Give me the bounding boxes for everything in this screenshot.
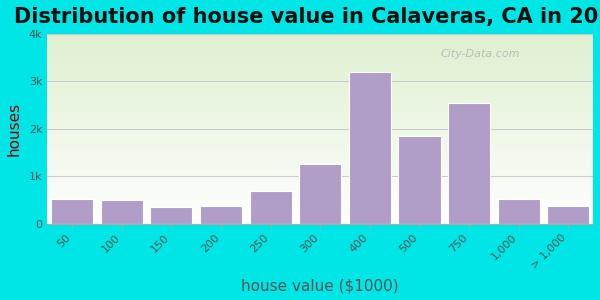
Bar — [151, 207, 193, 224]
Bar — [547, 206, 589, 224]
X-axis label: house value ($1000): house value ($1000) — [241, 278, 399, 293]
Text: City-Data.com: City-Data.com — [440, 49, 520, 59]
Bar — [398, 136, 440, 224]
Bar — [250, 190, 292, 224]
Bar — [448, 103, 490, 224]
Bar — [349, 72, 391, 224]
Bar — [200, 206, 242, 224]
Bar — [51, 199, 93, 224]
Title: Distribution of house value in Calaveras, CA in 2021: Distribution of house value in Calaveras… — [14, 7, 600, 27]
Bar — [497, 199, 540, 224]
Bar — [299, 164, 341, 224]
Y-axis label: houses: houses — [7, 102, 22, 156]
Bar — [101, 200, 143, 224]
